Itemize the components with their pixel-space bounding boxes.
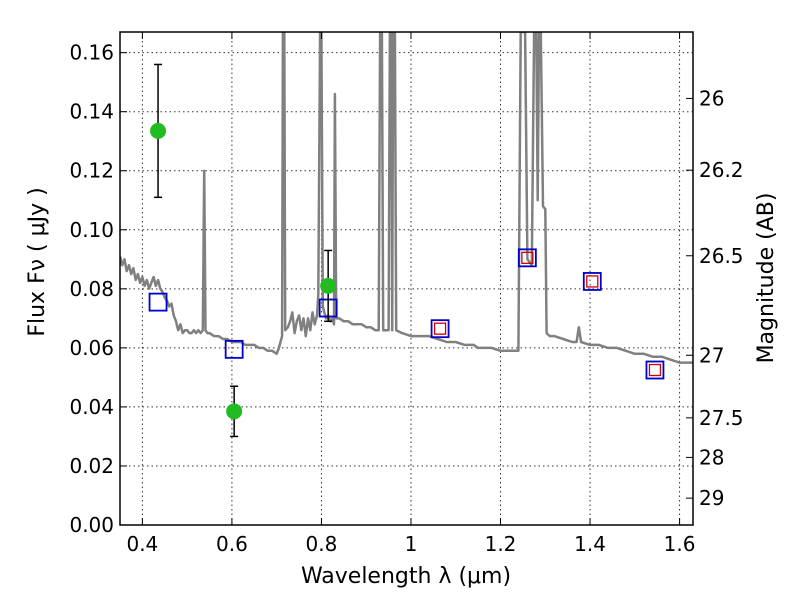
- model-red-marker: [433, 322, 447, 335]
- y-tick-label: 0.16: [69, 41, 114, 65]
- model-band-marker: [582, 272, 602, 291]
- model-band-marker: [645, 360, 665, 380]
- spectrum-line: [120, 32, 693, 364]
- right-tick-label: 28: [699, 445, 724, 469]
- x-tick-label: 1.6: [664, 532, 696, 556]
- x-axis-title: Wavelength λ (μm): [301, 564, 511, 589]
- model-red-marker: [586, 275, 599, 288]
- tick-labels: 0.4 0.6 0.8 1 1.2 1.4 1.6 0.00 0.02 0.04 0.06 0.08 0…: [69, 41, 743, 556]
- observed-point: [320, 277, 337, 294]
- right-tick-label: 29: [699, 486, 724, 510]
- y-tick-label: 0.10: [69, 218, 114, 242]
- y-tick-label: 0.14: [69, 100, 114, 124]
- x-tick-label: 0.6: [216, 532, 248, 556]
- x-tick-label: 1: [405, 532, 418, 556]
- y-tick-label: 0.00: [69, 513, 114, 537]
- spectrum-series: [120, 32, 693, 364]
- axis-ticks: [120, 32, 693, 526]
- y-tick-label: 0.02: [69, 454, 114, 478]
- observed-point: [150, 122, 167, 139]
- model-band-marker: [148, 292, 168, 312]
- observed-point: [226, 403, 243, 420]
- model-band-marker: [430, 319, 450, 339]
- model-band-marker: [517, 248, 537, 268]
- right-tick-label: 26.2: [699, 158, 744, 182]
- x-tick-label: 0.8: [306, 532, 338, 556]
- model-red-marker: [521, 251, 534, 264]
- plot-frame: [119, 31, 694, 526]
- model-band-marker: [224, 339, 244, 359]
- x-tick-label: 0.4: [126, 532, 158, 556]
- right-tick-label: 27: [699, 343, 724, 367]
- model-red-marker: [648, 363, 662, 377]
- x-tick-label: 1.4: [574, 532, 606, 556]
- right-tick-label: 26: [699, 86, 724, 110]
- y-tick-label: 0.12: [69, 159, 114, 183]
- observed-series: [150, 63, 337, 438]
- y-right-axis-title: Magnitude (AB): [754, 193, 779, 364]
- model-band-series: [148, 248, 665, 380]
- right-tick-label: 27.5: [699, 406, 744, 430]
- y-tick-label: 0.06: [69, 336, 114, 360]
- y-tick-label: 0.08: [69, 277, 114, 301]
- right-tick-label: 26.5: [699, 244, 744, 268]
- y-tick-label: 0.04: [69, 395, 114, 419]
- x-tick-label: 1.2: [485, 532, 517, 556]
- y-axis-title: Flux Fν ( μJy ): [25, 187, 50, 336]
